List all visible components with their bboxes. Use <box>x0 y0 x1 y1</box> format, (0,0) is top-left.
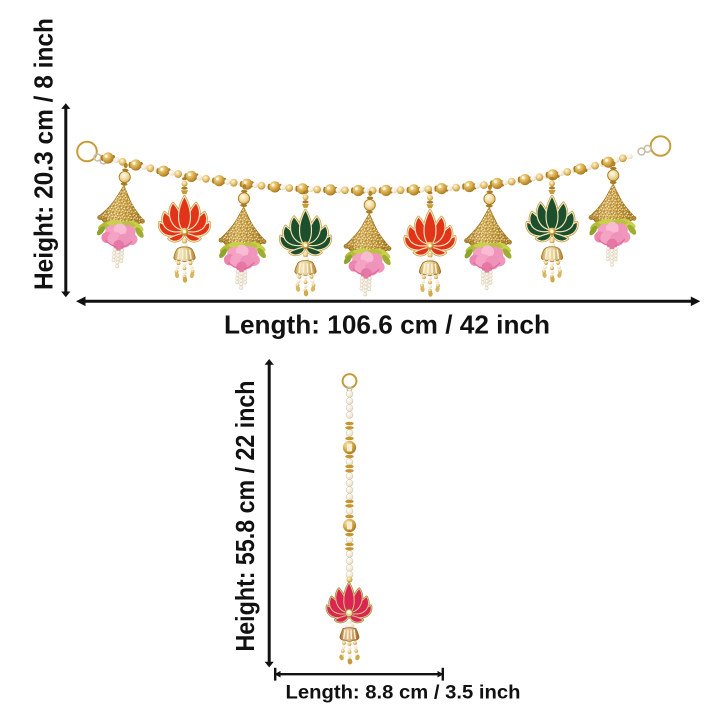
svg-text:Height: 20.3 cm / 8 inch: Height: 20.3 cm / 8 inch <box>29 18 59 290</box>
svg-text:Height: 55.8 cm / 22 inch: Height: 55.8 cm / 22 inch <box>230 381 260 652</box>
svg-text:Length: 106.6 cm / 42 inch: Length: 106.6 cm / 42 inch <box>224 310 550 340</box>
svg-text:Length: 8.8 cm / 3.5 inch: Length: 8.8 cm / 3.5 inch <box>286 682 521 704</box>
